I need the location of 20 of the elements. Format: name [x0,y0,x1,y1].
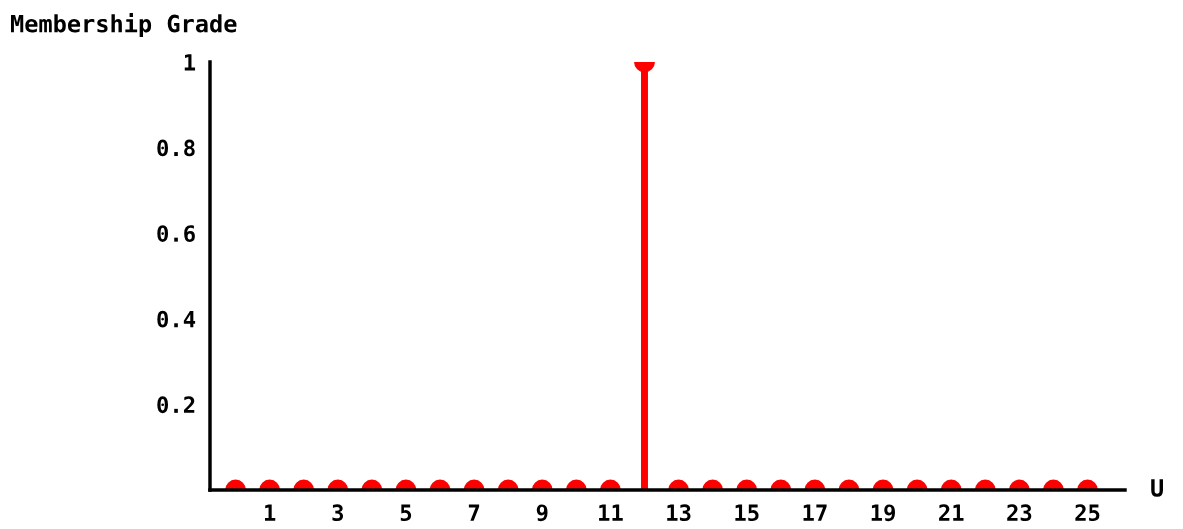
x-tick-label: 3 [332,504,344,522]
y-tick-label: 0.6 [157,225,195,242]
x-tick-label: 13 [667,504,691,522]
x-tick-label: 1 [264,504,276,521]
x-axis-title: U [1151,479,1163,497]
x-tick-label: 15 [735,504,759,522]
x-tick-label: 7 [468,504,480,521]
x-tick-label: 17 [803,504,827,521]
x-tick-label: 11 [599,504,623,521]
y-tick-label: 0.2 [157,396,195,414]
y-tick-label: 0.4 [157,310,196,328]
x-tick-label: 23 [1007,504,1032,522]
y-axis-title: Membership Grade [10,12,237,38]
y-tick-label: 1 [184,54,196,71]
x-tick-label: 5 [400,504,412,522]
x-tick-label: 25 [1075,504,1100,522]
x-tick-label: 21 [939,504,964,521]
x-tick-label: 9 [536,504,548,522]
y-tick-label: 0.8 [157,139,195,157]
x-tick-label: 19 [871,504,895,522]
